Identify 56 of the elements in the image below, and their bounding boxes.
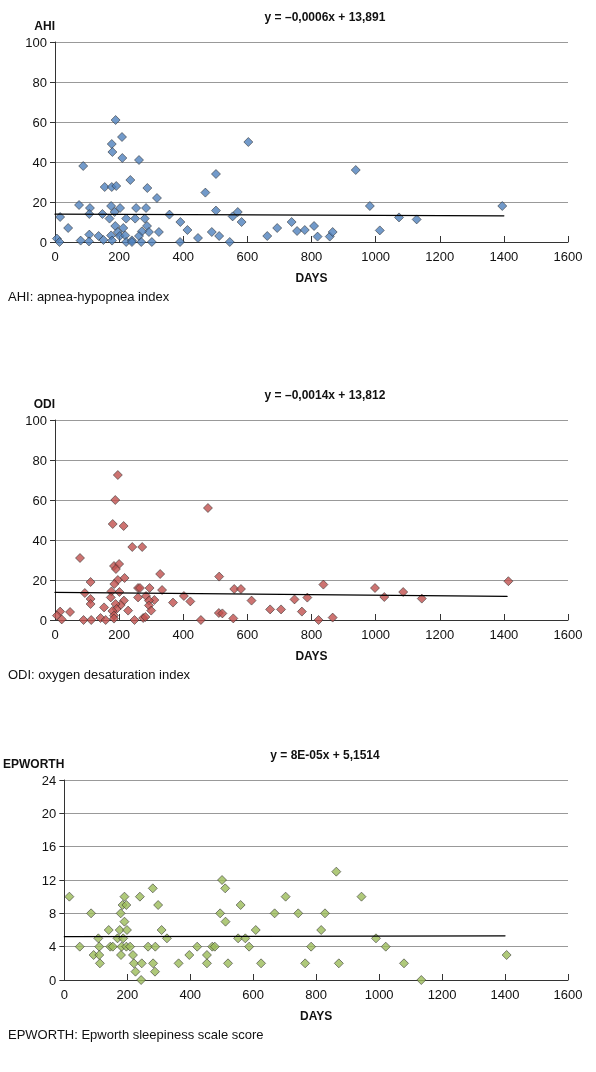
x-axis-title: DAYS (300, 1009, 333, 1023)
x-tick-label: 600 (236, 627, 259, 642)
x-tick-label: 1000 (361, 627, 391, 642)
x-tick-label: 1400 (489, 249, 519, 264)
x-axis-title: DAYS (295, 649, 328, 663)
y-tick-label: 20 (41, 805, 57, 821)
chart-title: y = 8E-05x + 5,1514 (270, 748, 381, 762)
y-tick-label: 20 (32, 194, 47, 210)
x-tick-label: 1600 (553, 987, 583, 1002)
y-tick-label: 24 (41, 772, 57, 788)
x-tick-label: 600 (236, 249, 259, 264)
x-axis-title: DAYS (295, 271, 328, 285)
x-tick-label: 400 (172, 249, 195, 264)
y-tick-label: 80 (32, 74, 47, 90)
x-tick-label: 1200 (425, 249, 455, 264)
text: ODI: oxygen desaturation index (8, 667, 191, 682)
y-tick-label: 60 (32, 492, 47, 508)
x-tick-label: 1200 (425, 627, 455, 642)
x-tick-label: 1400 (489, 627, 519, 642)
x-tick-label: 800 (300, 249, 323, 264)
x-tick-label: 1600 (553, 249, 583, 264)
text: AHI: apnea-hypopnea index (8, 289, 170, 304)
y-tick-label: 80 (32, 452, 47, 468)
x-tick-label: 200 (108, 249, 130, 264)
y-tick-label: 60 (32, 114, 47, 130)
y-tick-label: 0 (49, 972, 57, 988)
y-tick-label: 20 (32, 572, 47, 588)
y-tick-label: 100 (25, 412, 47, 428)
y-tick-label: 8 (49, 905, 57, 921)
y-tick-label: 40 (32, 154, 47, 170)
x-tick-label: 1000 (364, 987, 394, 1002)
y-tick-label: 0 (39, 234, 47, 250)
x-tick-label: 400 (172, 627, 195, 642)
y-tick-label: 12 (41, 872, 57, 888)
y-axis-title: ODI (33, 397, 55, 411)
x-tick-label: 1400 (490, 987, 520, 1002)
y-tick-label: 16 (41, 839, 57, 855)
x-tick-label: 800 (300, 627, 323, 642)
x-tick-label: 0 (60, 987, 68, 1002)
y-tick-label: 0 (39, 612, 47, 628)
x-tick-label: 800 (305, 987, 328, 1002)
y-axis-title: EPWORTH (2, 757, 65, 771)
chart-title: y = –0,0006x + 13,891 (264, 10, 386, 24)
y-tick-label: 100 (25, 34, 47, 50)
chart-title: y = –0,0014x + 13,812 (264, 388, 386, 402)
x-tick-label: 1200 (427, 987, 457, 1002)
y-tick-label: 40 (32, 532, 47, 548)
x-tick-label: 200 (108, 627, 130, 642)
x-tick-label: 1600 (553, 627, 583, 642)
x-tick-label: 600 (242, 987, 265, 1002)
y-tick-label: 4 (49, 939, 57, 955)
y-axis-title: AHI (34, 19, 55, 33)
text: EPWORTH: Epworth sleepiness scale score (8, 1027, 264, 1042)
x-tick-label: 400 (179, 987, 202, 1002)
x-tick-label: 200 (116, 987, 139, 1002)
x-tick-label: 1000 (361, 249, 391, 264)
